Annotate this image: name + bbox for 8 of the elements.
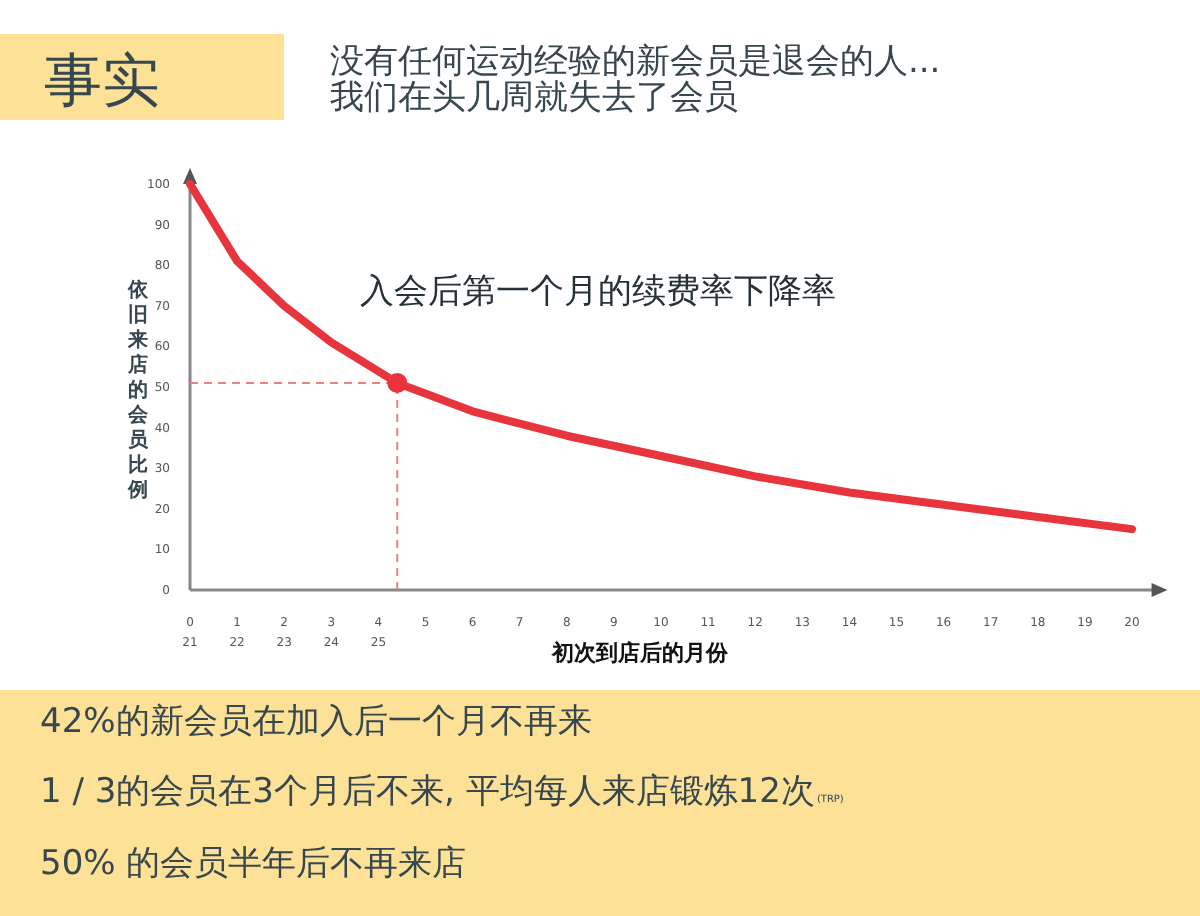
text: 42%的新会员在加入后一个月不再来 [40, 702, 592, 742]
text: 依旧来店的会员比例 [128, 280, 148, 502]
text: 50% 的会员半年后不再来店 [40, 844, 467, 884]
annotation: 入会后第一个月的续费率下降率 [360, 272, 836, 312]
chart-title: 事实 [44, 46, 160, 114]
chart-subtitle: 没有任何运动经验的新会员是退会的人... 我们在头几周就失去了会员 [330, 42, 941, 118]
x-axis-title: 初次到店后的月份 [550, 640, 730, 666]
text: 1 / 3的会员在3个月后不来, 平均每人来店锻炼12次 [40, 772, 815, 812]
